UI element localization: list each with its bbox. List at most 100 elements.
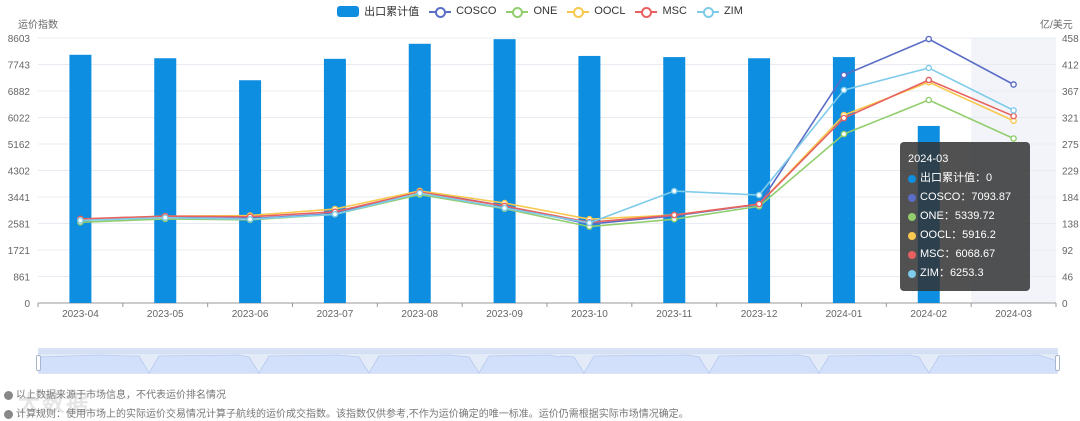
legend-item-export[interactable]: 出口累计值 — [337, 3, 419, 19]
bar-export-value — [832, 57, 855, 303]
series-dot-icon — [908, 174, 916, 183]
legend-item-oocl[interactable]: OOCL — [567, 3, 625, 19]
data-point-marker — [501, 204, 508, 212]
left-tick-label: 1721 — [8, 246, 31, 257]
bar-export-value — [748, 58, 771, 303]
data-point-marker — [925, 76, 933, 84]
bar-export-value — [323, 58, 346, 303]
bar-export-value — [578, 55, 601, 304]
x-tick-label: 2023-06 — [232, 309, 269, 320]
line-swatch-icon — [429, 6, 452, 18]
legend-item-zim[interactable]: ZIM — [696, 3, 743, 19]
datazoom-right-handle[interactable] — [1055, 355, 1060, 371]
right-tick-label: 138 — [1062, 220, 1079, 231]
note-source: 以上数据来源于市场信息，不代表运价排名情况 — [16, 390, 226, 401]
legend-label: OOCL — [594, 5, 626, 17]
left-tick-label: 6022 — [8, 114, 31, 125]
right-tick-label: 92 — [1062, 246, 1074, 257]
x-tick-label: 2023-10 — [571, 309, 608, 320]
x-tick-label: 2023-05 — [147, 309, 184, 320]
datazoom-left-handle[interactable] — [36, 355, 41, 371]
series-line-cosco — [80, 38, 1014, 225]
tooltip-value: ONE：5339.72 — [920, 210, 995, 222]
x-tick-label: 2023-08 — [401, 309, 438, 320]
tooltip-row: ONE：5339.72 — [908, 207, 1022, 226]
left-tick-label: 861 — [13, 273, 30, 284]
x-tick-label: 2023-07 — [317, 309, 354, 320]
line-swatch-icon — [635, 6, 658, 18]
tooltip-value: OOCL：5916.2 — [920, 229, 996, 241]
data-point-marker — [1010, 107, 1017, 114]
left-tick-label: 8603 — [8, 34, 31, 45]
series-dot-icon — [908, 231, 916, 240]
datazoom-selected-range[interactable] — [39, 353, 1057, 374]
datazoom-slider[interactable] — [36, 348, 1060, 374]
x-tick-label: 2023-12 — [741, 309, 778, 320]
series-dot-icon — [908, 193, 916, 202]
right-tick-label: 0 — [1062, 299, 1068, 310]
left-tick-label: 7743 — [8, 61, 31, 72]
data-point-marker — [586, 219, 593, 227]
data-point-marker — [840, 71, 848, 79]
tooltip-value: ZIM：6253.3 — [920, 267, 984, 279]
left-axis-name: 运价指数 — [18, 20, 58, 31]
right-tick-label: 46 — [1062, 273, 1074, 284]
datazoom-preview-icon — [39, 353, 1057, 374]
series-line-zim — [80, 67, 1014, 224]
legend-item-cosco[interactable]: COSCO — [429, 3, 496, 19]
right-tick-label: 321 — [1062, 114, 1079, 125]
series-dot-icon — [908, 212, 916, 221]
x-tick-label: 2024-03 — [995, 309, 1032, 320]
left-tick-label: 0 — [24, 299, 30, 310]
left-tick-label: 2581 — [8, 220, 31, 231]
legend-item-one[interactable]: ONE — [506, 3, 557, 19]
note-rule: 计算规则：使用市场上的实际运价交易情况计算子航线的运价成交指数。该指数仅供参考,… — [16, 409, 689, 420]
tooltip-value: MSC：6068.67 — [920, 248, 996, 260]
legend-label: COSCO — [456, 5, 497, 17]
tooltip-value: COSCO：7093.87 — [920, 191, 1012, 203]
left-tick-label: 4302 — [8, 167, 31, 178]
data-point-marker — [331, 210, 339, 218]
series-dot-icon — [908, 269, 916, 278]
left-tick-label: 3441 — [8, 193, 31, 204]
left-tick-label: 5162 — [8, 140, 31, 151]
series-line-oocl — [80, 81, 1014, 221]
x-tick-label: 2023-11 — [656, 309, 692, 320]
data-point-marker — [246, 215, 254, 223]
data-point-marker — [1010, 112, 1017, 120]
chart-legend: 出口累计值 COSCO ONE OOCL MSC ZIM — [0, 3, 1080, 19]
bar-export-value — [408, 43, 431, 304]
data-point-marker — [925, 96, 933, 104]
data-point-marker — [77, 217, 84, 224]
line-swatch-icon — [506, 6, 529, 18]
x-tick-label: 2024-02 — [910, 309, 947, 320]
data-point-marker — [161, 214, 169, 221]
data-point-marker — [925, 35, 933, 43]
tooltip-row: ZIM：6253.3 — [908, 264, 1022, 283]
bar-export-value — [493, 39, 516, 304]
data-point-marker — [670, 211, 678, 219]
series-line-one — [80, 99, 1014, 228]
data-point-marker — [840, 86, 848, 94]
x-tick-label: 2023-09 — [486, 309, 523, 320]
footnotes: 以上数据来源于市场信息，不代表运价排名情况 计算规则：使用市场上的实际运价交易情… — [4, 386, 689, 421]
bar-export-value — [239, 80, 262, 303]
tooltip-title: 2024-03 — [908, 153, 949, 165]
chart-tooltip: 2024-03 出口累计值：0 COSCO：7093.87 ONE：5339.72 O… — [900, 142, 1030, 291]
info-icon — [4, 410, 13, 419]
right-tick-label: 367 — [1062, 87, 1079, 98]
right-tick-label: 458 — [1062, 34, 1079, 45]
line-swatch-icon — [567, 6, 590, 18]
bar-export-value — [663, 57, 686, 303]
datazoom-top-bar[interactable] — [39, 349, 1057, 353]
legend-item-msc[interactable]: MSC — [635, 3, 687, 19]
data-point-marker — [416, 189, 424, 197]
right-tick-label: 275 — [1062, 140, 1079, 151]
data-point-marker — [755, 191, 763, 199]
tooltip-row: MSC：6068.67 — [908, 245, 1022, 264]
tooltip-row: 出口累计值：0 — [908, 169, 1022, 188]
right-tick-label: 184 — [1062, 193, 1079, 204]
line-swatch-icon — [696, 6, 719, 18]
series-line-msc — [80, 79, 1014, 224]
data-point-marker — [1010, 135, 1017, 142]
